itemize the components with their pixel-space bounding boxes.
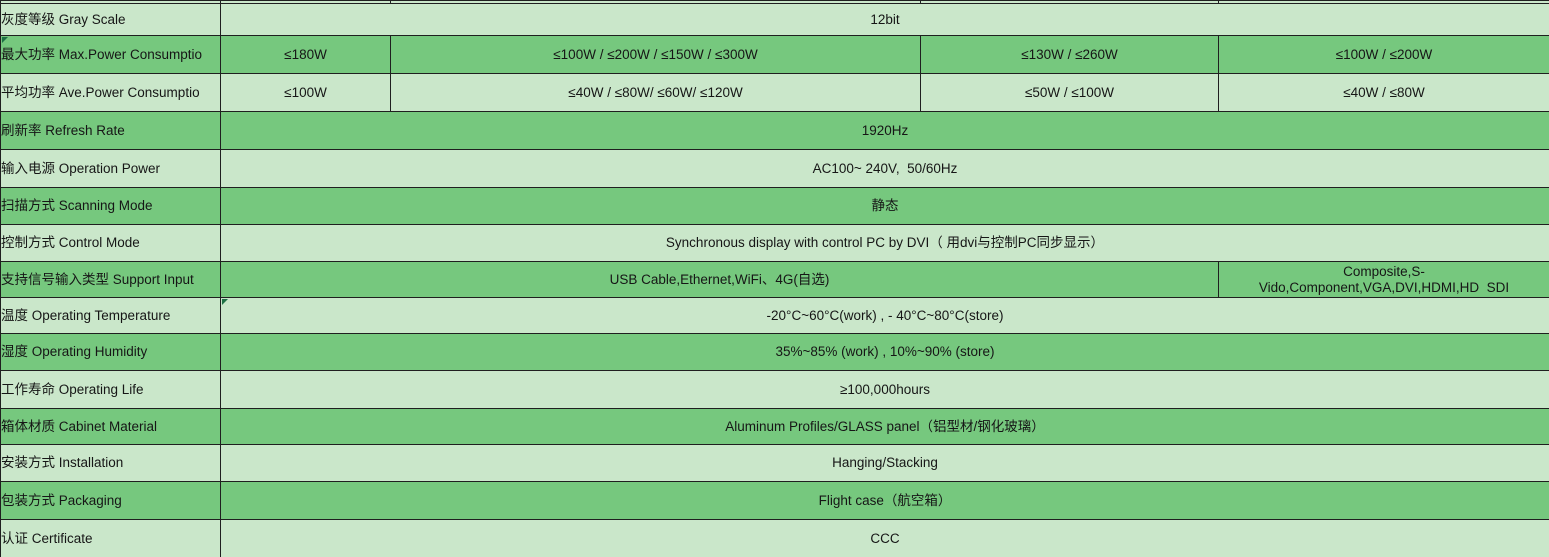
- spec-value: ≤40W / ≤80W/ ≤60W/ ≤120W: [568, 84, 743, 100]
- spec-label: 刷新率 Refresh Rate: [1, 122, 125, 138]
- spec-value-cell[interactable]: 35%~85% (work) , 10%~90% (store): [220, 333, 1549, 371]
- table-row: 工作寿命 Operating Life ≥100,000hours: [0, 370, 1549, 409]
- spec-label: 最大功率 Max.Power Consumptio: [1, 46, 203, 62]
- spec-label: 扫描方式 Scanning Mode: [1, 198, 153, 214]
- spec-value-cell[interactable]: ≥100,000hours: [220, 370, 1549, 409]
- spec-label: 灰度等级 Gray Scale: [1, 11, 126, 27]
- spec-label-cell[interactable]: 输入电源 Operation Power: [0, 149, 221, 188]
- cell-flag-triangle-icon: [222, 299, 228, 305]
- spec-value-cell[interactable]: ≤100W / ≤200W / ≤150W / ≤300W: [390, 35, 921, 74]
- spec-value: 1920Hz: [861, 122, 909, 138]
- cell-flag-triangle-icon: [2, 37, 8, 43]
- spec-value-cell[interactable]: Aluminum Profiles/GLASS panel（铝型材/钢化玻璃）: [220, 408, 1549, 445]
- spec-label: 认证 Certificate: [1, 530, 93, 546]
- spec-label: 箱体材质 Cabinet Material: [1, 418, 158, 434]
- spec-value-cell[interactable]: ≤130W / ≤260W: [920, 35, 1219, 74]
- spec-value-cell[interactable]: Composite,S- Vido,Component,VGA,DVI,HDMI…: [1218, 261, 1549, 298]
- spec-value: 35%~85% (work) , 10%~90% (store): [775, 344, 995, 360]
- spec-value: ≤180W: [284, 46, 327, 62]
- spec-label: 工作寿命 Operating Life: [1, 381, 144, 397]
- spec-label-cell[interactable]: 扫描方式 Scanning Mode: [0, 187, 221, 225]
- spec-label-cell[interactable]: 控制方式 Control Mode: [0, 224, 221, 262]
- table-row: 包装方式 Packaging Flight case（航空箱）: [0, 481, 1549, 520]
- spec-value-cell[interactable]: 1920Hz: [220, 111, 1549, 150]
- table-row: 灰度等级 Gray Scale 12bit: [0, 3, 1549, 36]
- spec-label: 安装方式 Installation: [1, 455, 124, 471]
- spec-value: USB Cable,Ethernet,WiFi、4G(自选): [609, 271, 830, 287]
- spec-label-cell[interactable]: 刷新率 Refresh Rate: [0, 111, 221, 150]
- table-row: 湿度 Operating Humidity 35%~85% (work) , 10…: [0, 333, 1549, 371]
- spec-value-cell[interactable]: Synchronous display with control PC by D…: [220, 224, 1549, 262]
- table-row: 平均功率 Ave.Power Consumptio ≤100W ≤40W / ≤80…: [0, 73, 1549, 112]
- spec-label-cell[interactable]: 灰度等级 Gray Scale: [0, 3, 221, 36]
- table-row: 认证 Certificate CCC: [0, 519, 1549, 557]
- spec-value-cell[interactable]: -20°C~60°C(work) , - 40°C~80°C(store): [220, 297, 1549, 334]
- spec-label-cell[interactable]: 认证 Certificate: [0, 519, 221, 557]
- spec-value-cell[interactable]: USB Cable,Ethernet,WiFi、4G(自选): [220, 261, 1219, 298]
- table-row: 安装方式 Installation Hanging/Stacking: [0, 444, 1549, 482]
- spec-value: ≤100W / ≤200W / ≤150W / ≤300W: [553, 46, 758, 62]
- spec-value: Composite,S- Vido,Component,VGA,DVI,HDMI…: [1258, 263, 1510, 295]
- spec-label-cell[interactable]: 最大功率 Max.Power Consumptio: [0, 35, 221, 74]
- spec-value: 12bit: [870, 11, 900, 27]
- table-row: 扫描方式 Scanning Mode 静态: [0, 187, 1549, 225]
- spec-label-cell[interactable]: 工作寿命 Operating Life: [0, 370, 221, 409]
- table-row: 控制方式 Control Mode Synchronous display wit…: [0, 224, 1549, 262]
- spec-label: 包装方式 Packaging: [1, 492, 122, 508]
- spec-label: 支持信号输入类型 Support Input: [1, 271, 194, 287]
- spec-value-cell[interactable]: 静态: [220, 187, 1549, 225]
- spec-value-cell[interactable]: ≤40W / ≤80W: [1218, 73, 1549, 112]
- table-row: 输入电源 Operation Power AC100~ 240V, 50/60Hz: [0, 149, 1549, 188]
- spec-value-cell[interactable]: CCC: [220, 519, 1549, 557]
- spec-label-cell[interactable]: 包装方式 Packaging: [0, 481, 221, 520]
- spec-value-cell[interactable]: ≤100W: [220, 73, 391, 112]
- spec-value-cell[interactable]: ≤100W / ≤200W: [1218, 35, 1549, 74]
- spec-value: Synchronous display with control PC by D…: [665, 235, 1105, 251]
- spec-value: ≤100W: [284, 84, 327, 100]
- spec-value-cell[interactable]: 12bit: [220, 3, 1549, 36]
- table-row: 刷新率 Refresh Rate 1920Hz: [0, 111, 1549, 150]
- spec-value: Hanging/Stacking: [832, 455, 938, 471]
- spec-label-cell[interactable]: 温度 Operating Temperature: [0, 297, 221, 334]
- spec-label-cell[interactable]: 安装方式 Installation: [0, 444, 221, 482]
- spec-label-cell[interactable]: 湿度 Operating Humidity: [0, 333, 221, 371]
- spec-label: 输入电源 Operation Power: [1, 160, 161, 176]
- table-row: 最大功率 Max.Power Consumptio ≤180W ≤100W / ≤2…: [0, 35, 1549, 74]
- spec-value: -20°C~60°C(work) , - 40°C~80°C(store): [766, 307, 1004, 323]
- spec-value: Flight case（航空箱）: [818, 492, 952, 508]
- spec-label-cell[interactable]: 平均功率 Ave.Power Consumptio: [0, 73, 221, 112]
- spec-value: ≤130W / ≤260W: [1021, 46, 1118, 62]
- spec-value: ≤40W / ≤80W: [1343, 84, 1425, 100]
- spec-value-cell[interactable]: ≤40W / ≤80W/ ≤60W/ ≤120W: [390, 73, 921, 112]
- spec-label-cell[interactable]: 支持信号输入类型 Support Input: [0, 261, 221, 298]
- spec-value: ≤50W / ≤100W: [1024, 84, 1115, 100]
- spec-label-cell[interactable]: 箱体材质 Cabinet Material: [0, 408, 221, 445]
- spec-value: ≤100W / ≤200W: [1335, 46, 1433, 62]
- spec-label: 控制方式 Control Mode: [1, 235, 140, 251]
- spec-value: CCC: [870, 530, 900, 546]
- spec-value: AC100~ 240V, 50/60Hz: [812, 160, 958, 176]
- spec-value: Aluminum Profiles/GLASS panel（铝型材/钢化玻璃）: [725, 418, 1045, 434]
- table-row: 温度 Operating Temperature -20°C~60°C(work)…: [0, 297, 1549, 334]
- spec-value-cell[interactable]: ≤180W: [220, 35, 391, 74]
- spec-value-cell[interactable]: Hanging/Stacking: [220, 444, 1549, 482]
- table-row: 箱体材质 Cabinet Material Aluminum Profiles/G…: [0, 408, 1549, 445]
- spec-value-cell[interactable]: AC100~ 240V, 50/60Hz: [220, 149, 1549, 188]
- spec-label: 平均功率 Ave.Power Consumptio: [1, 84, 200, 100]
- table-row: 支持信号输入类型 Support Input USB Cable,Ethernet…: [0, 261, 1549, 298]
- spec-value-cell[interactable]: Flight case（航空箱）: [220, 481, 1549, 520]
- spec-label: 温度 Operating Temperature: [1, 307, 171, 323]
- spec-label: 湿度 Operating Humidity: [1, 344, 148, 360]
- spec-value: 静态: [871, 198, 899, 214]
- spec-value-cell[interactable]: ≤50W / ≤100W: [920, 73, 1219, 112]
- spec-value: ≥100,000hours: [840, 381, 930, 397]
